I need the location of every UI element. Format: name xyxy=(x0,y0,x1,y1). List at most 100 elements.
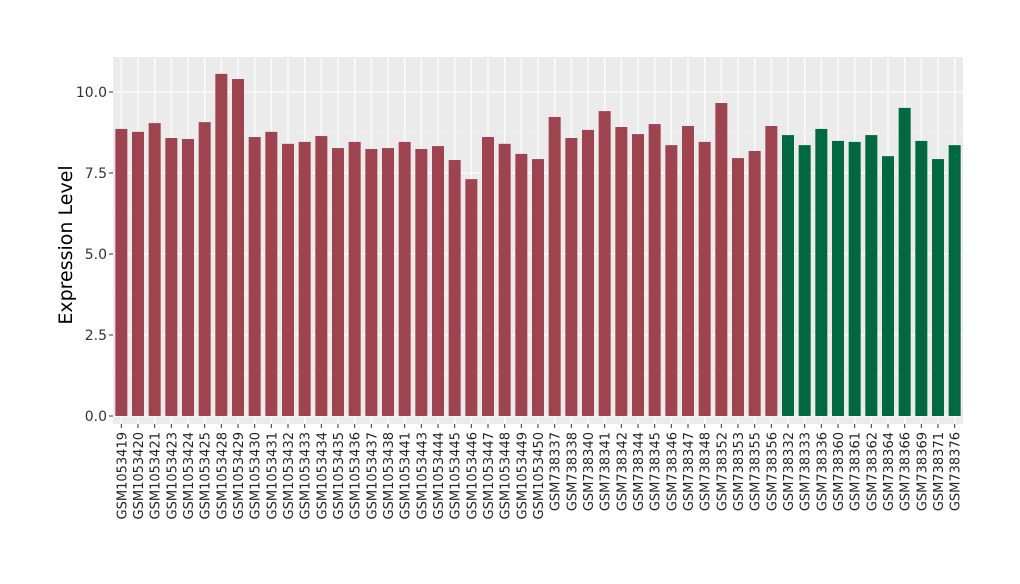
x-tick-label: GSM738348 xyxy=(699,432,714,511)
bar xyxy=(398,141,411,416)
y-tick-label: 5.0 xyxy=(85,247,107,263)
bar xyxy=(865,135,878,417)
x-tick-label: GSM738341 xyxy=(599,432,614,511)
x-tick-label: GSM1053436 xyxy=(349,432,364,519)
bar xyxy=(548,116,561,416)
bar xyxy=(782,135,794,417)
bar xyxy=(948,145,961,417)
bar xyxy=(532,159,544,416)
x-tick-label: GSM1053438 xyxy=(382,432,397,519)
x-tick-label: GSM738347 xyxy=(682,432,697,511)
x-tick-label: GSM738369 xyxy=(915,432,930,511)
x-tick-label: GSM1053428 xyxy=(215,432,230,519)
x-tick-label: GSM738362 xyxy=(865,432,880,511)
bar xyxy=(482,137,494,416)
bar xyxy=(832,140,844,416)
bars xyxy=(115,73,961,417)
y-tick-label: 0.0 xyxy=(85,409,107,425)
x-tick-label: GSM1053420 xyxy=(132,432,147,519)
bar xyxy=(515,153,528,416)
bar xyxy=(565,138,578,416)
x-tick-label: GSM738355 xyxy=(749,432,764,511)
x-tick-label: GSM1053447 xyxy=(482,432,497,519)
bar xyxy=(248,137,261,416)
bar xyxy=(198,122,211,416)
x-tick-label: GSM738342 xyxy=(615,432,630,511)
bar xyxy=(715,103,728,417)
x-tick-label: GSM1053441 xyxy=(399,432,414,519)
x-tick-label: GSM1053450 xyxy=(532,432,547,519)
x-tick-label: GSM738344 xyxy=(632,432,647,511)
x-tick-label: GSM738366 xyxy=(899,432,914,511)
x-tick-label: GSM738361 xyxy=(849,432,864,511)
x-tick-label: GSM1053433 xyxy=(299,432,314,519)
bar xyxy=(798,145,811,417)
x-tick-label: GSM738332 xyxy=(782,432,797,511)
bar xyxy=(748,150,761,416)
bar xyxy=(582,129,594,416)
bar xyxy=(765,126,778,417)
bar xyxy=(648,124,661,417)
bar xyxy=(448,160,461,416)
x-tick-label: GSM1053429 xyxy=(232,432,247,519)
bar xyxy=(898,107,911,416)
y-tick-label: 2.5 xyxy=(85,328,107,344)
x-tick-label: GSM1053423 xyxy=(165,432,180,519)
x-tick-label: GSM738333 xyxy=(799,432,814,511)
x-tick-label: GSM1053449 xyxy=(515,432,530,519)
x-tick-label: GSM1053424 xyxy=(182,432,197,519)
y-tick-label: 7.5 xyxy=(85,166,107,182)
x-tick-label: GSM738371 xyxy=(932,432,947,511)
bar xyxy=(698,141,711,416)
bar xyxy=(265,131,278,417)
x-tick-label: GSM738360 xyxy=(832,432,847,511)
bar xyxy=(432,146,444,416)
x-tick-label: GSM1053434 xyxy=(315,432,330,519)
bar xyxy=(232,79,244,416)
bar xyxy=(598,111,611,416)
x-tick-label: GSM738376 xyxy=(949,432,964,511)
x-tick-label: GSM738346 xyxy=(665,432,680,511)
bar xyxy=(282,143,294,416)
bar xyxy=(415,149,428,417)
bar xyxy=(465,179,478,416)
x-tick-label: GSM1053437 xyxy=(365,432,380,519)
bar xyxy=(365,149,378,417)
x-tick-label: GSM738356 xyxy=(765,432,780,511)
x-tick-label: GSM738340 xyxy=(582,432,597,511)
x-tick-label: GSM1053430 xyxy=(249,432,264,519)
y-axis-label: Expression Level xyxy=(55,165,77,324)
bar xyxy=(632,134,644,416)
bar xyxy=(732,158,744,416)
bar xyxy=(348,141,361,416)
x-tick-label: GSM738345 xyxy=(649,432,664,511)
x-tick-label: GSM1053445 xyxy=(449,432,464,519)
bar xyxy=(298,141,311,416)
x-tick-label: GSM738338 xyxy=(565,432,580,511)
y-axis: 0.0 2.5 5.0 7.5 10.0 xyxy=(76,85,113,425)
x-tick-label: GSM1053425 xyxy=(199,432,214,519)
x-tick-label: GSM1053435 xyxy=(332,432,347,519)
x-tick-label: GSM1053446 xyxy=(465,432,480,519)
x-tick-label: GSM1053421 xyxy=(149,432,164,519)
bar xyxy=(932,159,944,416)
bar xyxy=(382,148,394,416)
bar xyxy=(132,131,144,417)
x-axis: GSM1053419 GSM1053420 GSM1053421 GSM1053423… xyxy=(115,424,964,519)
x-tick-label: GSM1053444 xyxy=(432,432,447,519)
bar xyxy=(332,148,344,416)
bar xyxy=(115,128,128,416)
bar xyxy=(682,126,694,417)
bar xyxy=(848,141,861,416)
bar xyxy=(665,145,678,417)
bar xyxy=(882,156,894,417)
x-tick-label: GSM738352 xyxy=(715,432,730,511)
x-tick-label: GSM738337 xyxy=(549,432,564,511)
x-tick-label: GSM1053431 xyxy=(265,432,280,519)
x-tick-label: GSM738353 xyxy=(732,432,747,511)
bar xyxy=(915,140,928,416)
bar xyxy=(148,123,161,416)
bar xyxy=(165,138,178,416)
x-tick-label: GSM1053443 xyxy=(415,432,430,519)
